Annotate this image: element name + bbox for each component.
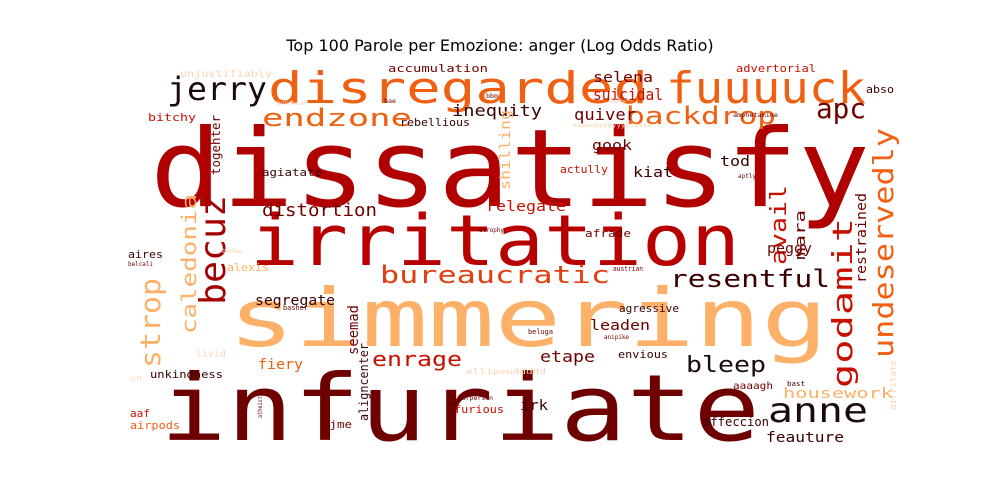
word-seemad: seemad xyxy=(346,305,362,355)
word-backdrop: backdrop xyxy=(626,102,776,130)
word-bbm: bbm xyxy=(486,93,498,100)
word-becuz: becuz xyxy=(193,195,234,305)
word-affeccion: affeccion xyxy=(703,415,769,429)
word-envious: envious xyxy=(618,348,668,361)
word-bae: bae xyxy=(384,98,396,105)
word-dissatisfy: dissatisfy xyxy=(150,107,870,232)
word-belcali: belcali xyxy=(128,261,153,268)
word-leaden: leaden xyxy=(590,318,650,334)
word-ajme: ajme xyxy=(322,418,352,431)
word-afrade: afrade xyxy=(585,227,631,240)
word-airritate: airritate xyxy=(889,360,899,410)
word-godamit: godamit xyxy=(826,218,859,388)
word-bast: bast xyxy=(787,380,805,388)
word-biff: biff xyxy=(130,376,142,383)
word-unjustifiably: unjustifiably xyxy=(180,69,272,80)
word-avail: avail xyxy=(767,185,792,265)
word-agiatate: agiatate xyxy=(262,166,322,179)
word-mara: mara xyxy=(793,210,809,260)
word-shilling: shilling xyxy=(498,110,514,190)
word-alexis: alexis xyxy=(227,261,269,274)
word-burdnsun: burdnsun xyxy=(277,100,307,107)
word-agressive: agressive xyxy=(619,302,679,315)
word-infuriate: infuriate xyxy=(160,355,760,462)
word-anne: anne xyxy=(768,391,868,431)
chart-title: Top 100 Parole per Emozione: anger (Log … xyxy=(286,36,714,55)
word-aaf: aaf xyxy=(130,407,150,420)
word-amphetamine: amphetamine xyxy=(733,112,778,119)
word-austrian: austrian xyxy=(613,265,643,273)
word-resentful: resentful xyxy=(670,265,830,293)
word-distortion: distortion xyxy=(262,200,377,221)
word-fuuuuck: fuuuuck xyxy=(666,63,866,114)
word-suicidal: suicidal xyxy=(593,85,663,104)
word-ellipeuddddd: ellipeuddddd xyxy=(466,367,546,376)
word-aires: aires xyxy=(128,248,163,261)
word-tod: tod xyxy=(720,154,750,170)
word-bureaucratic: bureaucratic xyxy=(380,261,610,289)
word-bitchy: bitchy xyxy=(148,111,196,124)
word-jerry: jerry xyxy=(167,70,267,108)
word-togehter: togehter xyxy=(209,115,223,175)
word-bedaw: bedaw xyxy=(222,248,242,255)
word-rebellious: rebellious xyxy=(400,116,470,129)
word-atheists: atheists xyxy=(257,393,264,418)
word-simmering: simmering xyxy=(228,272,828,365)
word-aptly: aptly xyxy=(738,173,756,180)
word-basher: basher xyxy=(283,304,308,312)
word-endzone: endzone xyxy=(262,104,412,132)
word-selena: selena xyxy=(593,70,653,86)
word-relegate: relegate xyxy=(486,199,566,215)
word-strop: strop xyxy=(134,278,167,368)
word-beluga: beluga xyxy=(528,328,553,336)
word-irk: irk xyxy=(520,398,549,414)
word-enrage: enrage xyxy=(372,347,462,371)
word-disregarded: disregarded xyxy=(268,63,648,114)
word-feauture: feauture xyxy=(766,430,844,446)
word-aligncenter: aligncenter xyxy=(357,343,371,421)
word-kiat: kiat xyxy=(633,165,673,181)
word-advertorial: advertorial xyxy=(736,62,816,75)
word-aaaagh: aaaagh xyxy=(733,381,773,392)
word-quiver: quiver xyxy=(574,105,636,124)
word-accumulation: accumulation xyxy=(388,62,488,75)
word-housework: housework xyxy=(783,386,894,402)
word-actully: actully xyxy=(560,163,608,176)
word-furious: furious xyxy=(454,403,504,416)
word-gook: gook xyxy=(592,138,633,154)
word-caledonia: caledonia xyxy=(177,194,201,334)
word-abso: abso xyxy=(866,83,894,96)
word-inequity: inequity xyxy=(452,101,542,120)
word-anipike: anipike xyxy=(604,334,629,341)
word-irritation: irritation xyxy=(250,200,740,282)
word-atrophy: atrophy xyxy=(479,227,504,234)
word-undeservedly: undeservedly xyxy=(867,128,900,358)
word-peggy: peggy xyxy=(767,241,812,257)
word-livid: livid xyxy=(196,349,226,360)
word-segregate: segregate xyxy=(255,293,335,309)
word-barperson: barperson xyxy=(458,395,493,402)
word-restrained: restrained xyxy=(854,193,870,283)
word-bleep: bleep xyxy=(686,353,766,378)
word-apc: apc xyxy=(816,92,866,125)
word-aaaaayyyyyyyysssss: aaaaayyyyyyyysssss xyxy=(572,122,652,129)
word-baby: baby xyxy=(610,98,626,105)
word-airpods: airpods xyxy=(130,419,180,432)
word-etape: etape xyxy=(540,347,595,366)
word-fiery: fiery xyxy=(258,357,303,373)
word-unkindness: unkindness xyxy=(150,368,223,381)
